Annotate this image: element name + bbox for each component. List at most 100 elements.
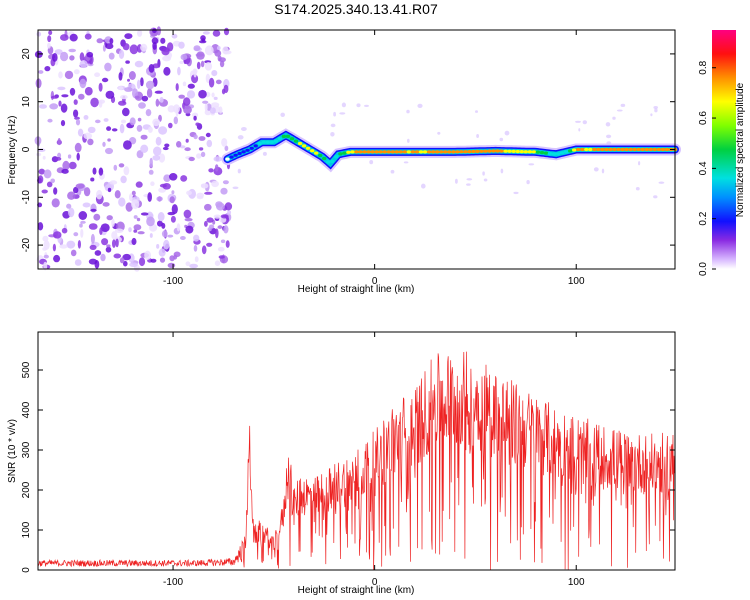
ridge-core [580,147,585,152]
noise-blob [52,243,57,252]
noise-blob [171,33,178,39]
noise-blob [214,164,219,172]
noise-blob [118,163,125,168]
colorbar-tick-label: 0.2 [698,211,709,225]
noise-blob [101,77,109,83]
noise-blob [61,227,68,234]
noise-blob [80,228,84,238]
noise-blob [138,257,146,267]
noise-blob [124,33,133,39]
noise-blob [213,96,218,100]
noise-blob [136,79,141,90]
noise-blob [140,144,149,153]
noise-blob [38,168,45,175]
noise-blob [42,235,49,242]
noise-blob [36,31,42,37]
ridge-core [334,155,339,159]
noise-blob [513,191,519,195]
noise-blob [196,192,204,198]
noise-blob [107,138,111,142]
y-tick-label: 100 [21,521,32,538]
noise-blob [38,70,44,74]
noise-blob [179,60,184,65]
noise-blob [113,164,118,171]
noise-blob [202,31,210,35]
noise-blob [616,109,623,112]
noise-blob [189,263,199,269]
colorbar-tick-label: 0.0 [698,262,709,276]
noise-blob [83,187,91,197]
noise-blob [109,38,114,45]
noise-blob [475,110,478,113]
noise-blob [161,47,170,56]
noise-blob [182,81,187,87]
noise-blob [53,254,61,263]
ridge-core [535,150,541,154]
noise-blob [211,70,218,77]
noise-blob [183,105,192,114]
noise-blob [201,38,206,43]
noise-blob [128,227,132,233]
ridge-core [555,152,561,156]
noise-blob [89,244,97,250]
noise-blob [47,42,51,49]
noise-blob [129,262,138,268]
ridge-core [439,150,444,154]
ridge-core [628,147,633,152]
ridge-core [547,152,553,156]
ridge-core [636,147,641,152]
noise-blob [122,107,130,117]
noise-blob [202,100,209,104]
y-tick-label: 0 [21,146,32,152]
noise-blob [103,118,109,122]
ridge-core [330,159,335,163]
noise-blob [206,217,214,223]
noise-blob [185,138,189,143]
noise-blob [122,253,131,261]
noise-blob [123,260,128,267]
noise-blob [223,225,229,234]
ridge-core [588,147,593,152]
noise-blob [106,215,113,221]
noise-blob [211,180,220,188]
noise-blob [455,178,458,184]
spectrogram-x-axis: -100 0 100 [163,30,585,287]
noise-blob [192,112,199,118]
noise-blob [74,259,82,266]
noise-blob [53,231,62,239]
ridge-core [418,150,424,154]
noise-blob [216,202,225,211]
noise-blob [504,130,510,136]
noise-blob [147,192,152,202]
ridge-core [515,149,520,154]
ridge-core [447,150,452,154]
noise-blob [237,168,241,174]
ridge-core [386,150,391,154]
ridge-core [318,153,323,158]
noise-blob [158,248,166,257]
noise-blob [131,237,137,246]
ridge-core [584,147,589,152]
noise-blob [341,102,346,108]
noise-blob [73,69,80,75]
noise-blob [183,97,191,107]
noise-blob [157,212,165,222]
noise-blob [526,180,530,185]
ridge-core [620,147,625,152]
noise-blob [204,102,208,113]
noise-blob [133,215,138,219]
noise-blob [200,151,206,158]
noise-blob [100,223,110,232]
frequency-ridge [221,128,681,173]
noise-blob [175,107,179,117]
noise-blob [73,186,79,194]
noise-blob [94,260,100,269]
noise-blob [47,118,53,123]
noise-blob [217,246,225,252]
noise-blob [134,95,140,99]
noise-blob [148,169,154,175]
ridge-core [346,150,351,154]
noise-blob [94,72,101,77]
noise-blob [82,202,91,208]
